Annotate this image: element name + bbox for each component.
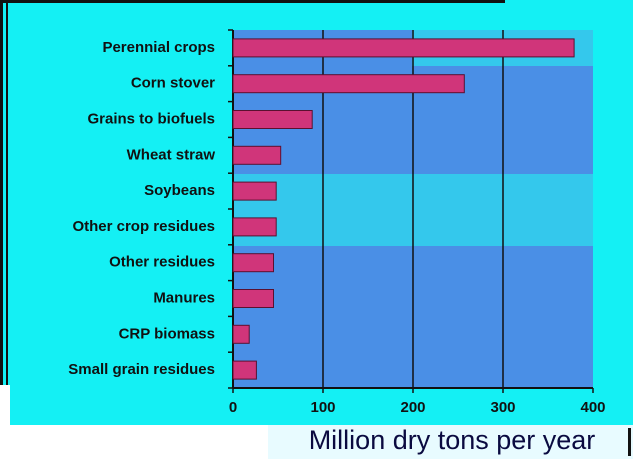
x-tick-label: 400 xyxy=(580,399,605,416)
bar xyxy=(232,217,277,237)
x-axis-title: Million dry tons per year xyxy=(309,425,596,455)
y-tick-label: Grains to biofuels xyxy=(87,110,215,127)
y-tick-label: Manures xyxy=(153,289,215,306)
x-tick-label: 0 xyxy=(229,399,237,416)
y-tick-label: Perennial crops xyxy=(102,39,215,56)
y-tick-label: Other crop residues xyxy=(72,218,215,235)
bar xyxy=(232,360,257,380)
y-tick-label: Small grain residues xyxy=(68,361,215,378)
bar xyxy=(232,145,282,165)
y-tick-label: Other residues xyxy=(109,254,215,271)
frame-line xyxy=(6,0,8,385)
bar xyxy=(232,110,313,129)
blank-area xyxy=(0,425,268,459)
bar xyxy=(232,324,250,344)
x-tick-label: 100 xyxy=(310,399,335,416)
x-tick-label: 300 xyxy=(490,399,515,416)
axis-title-box xyxy=(268,425,633,459)
bar xyxy=(232,181,277,201)
y-tick-label: Soybeans xyxy=(144,182,215,199)
blank-area xyxy=(0,385,10,459)
bar xyxy=(232,38,575,58)
frame-line xyxy=(0,0,3,385)
y-tick-label: Wheat straw xyxy=(127,146,216,163)
bar xyxy=(232,289,274,308)
bar xyxy=(232,74,465,94)
bar xyxy=(232,253,274,273)
y-tick-label: CRP biomass xyxy=(119,325,215,342)
y-tick-label: Corn stover xyxy=(131,75,215,92)
frame-line xyxy=(628,428,631,456)
x-tick-label: 200 xyxy=(400,399,425,416)
frame-line xyxy=(0,0,505,3)
